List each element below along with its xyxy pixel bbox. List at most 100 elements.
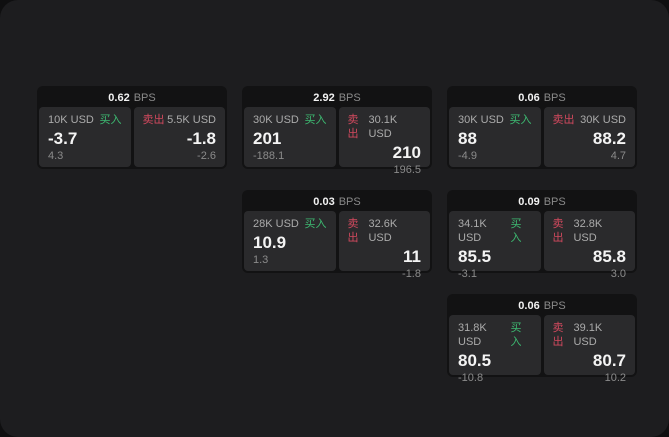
sell-price: 85.8 xyxy=(592,247,626,266)
sell-panel[interactable]: 卖出 30K USD 88.2 4.7 xyxy=(543,107,635,167)
sell-panel[interactable]: 卖出 30.1K USD 210 196.5 xyxy=(338,107,430,176)
spread-unit: BPS xyxy=(338,195,361,208)
buy-sub-value: -3.1 xyxy=(458,268,477,280)
quote-card: 0.62 BPS 10K USD 买入 -3.7 4.3 卖出 5.5K USD xyxy=(37,86,227,169)
sell-price: 210 xyxy=(392,143,421,162)
buy-sub-value: 4.3 xyxy=(48,150,64,162)
buy-meta-row: 34.1K USD 买入 xyxy=(458,217,532,245)
quote-card: 0.09 BPS 34.1K USD 买入 85.5 -3.1 卖出 32.8K… xyxy=(447,190,637,280)
sell-price: -1.8 xyxy=(186,129,216,148)
sell-label: 卖出 xyxy=(347,114,359,140)
buy-size: 30K USD xyxy=(253,114,299,126)
sell-label: 卖出 xyxy=(347,218,359,244)
spread-value: 0.09 xyxy=(518,195,540,208)
buy-size: 10K USD xyxy=(48,114,94,126)
sell-meta-row: 卖出 30.1K USD xyxy=(348,113,422,141)
buy-sub-value: 1.3 xyxy=(253,254,269,266)
sell-label: 卖出 xyxy=(552,322,564,348)
buy-panel[interactable]: 30K USD 买入 88 -4.9 xyxy=(449,107,541,167)
buy-price: 88 xyxy=(458,129,477,148)
sell-meta-row: 卖出 32.8K USD xyxy=(553,217,627,245)
buy-label: 买入 xyxy=(304,218,327,230)
buy-size: 30K USD xyxy=(458,114,504,126)
sell-label: 卖出 xyxy=(552,114,575,126)
sell-meta-row: 卖出 30K USD xyxy=(553,113,627,127)
sell-panel[interactable]: 卖出 39.1K USD 80.7 10.2 xyxy=(543,315,635,384)
buy-label: 买入 xyxy=(304,114,327,126)
buy-meta-row: 28K USD 买入 xyxy=(253,217,327,231)
sell-price: 80.7 xyxy=(592,351,626,370)
buy-label: 买入 xyxy=(510,322,522,348)
buy-sub-value: -4.9 xyxy=(458,150,477,162)
quote-panels: 34.1K USD 买入 85.5 -3.1 卖出 32.8K USD 85.8… xyxy=(449,211,635,280)
sell-panel[interactable]: 卖出 32.8K USD 85.8 3.0 xyxy=(543,211,635,280)
sell-label: 卖出 xyxy=(552,218,564,244)
buy-sub-value: -188.1 xyxy=(253,150,285,162)
buy-sub-value: -10.8 xyxy=(458,372,484,384)
buy-panel[interactable]: 28K USD 买入 10.9 1.3 xyxy=(244,211,336,271)
sell-meta-row: 卖出 5.5K USD xyxy=(143,113,217,127)
sell-size: 5.5K USD xyxy=(167,114,216,126)
buy-price: -3.7 xyxy=(48,129,78,148)
sell-price: 11 xyxy=(403,247,421,266)
spread-unit: BPS xyxy=(543,91,566,104)
quote-panels: 30K USD 买入 88 -4.9 卖出 30K USD 88.2 4.7 xyxy=(449,107,635,167)
sell-sub-value: -1.8 xyxy=(402,268,421,280)
sell-price: 88.2 xyxy=(592,129,626,148)
buy-meta-row: 30K USD 买入 xyxy=(253,113,327,127)
buy-price: 201 xyxy=(253,129,282,148)
buy-label: 买入 xyxy=(509,114,532,126)
buy-meta-row: 10K USD 买入 xyxy=(48,113,122,127)
sell-sub-value: 3.0 xyxy=(610,268,626,280)
buy-panel[interactable]: 31.8K USD 买入 80.5 -10.8 xyxy=(449,315,541,384)
spread-unit: BPS xyxy=(543,195,566,208)
buy-label: 买入 xyxy=(510,218,522,244)
buy-size: 31.8K USD xyxy=(458,322,487,348)
buy-size: 34.1K USD xyxy=(458,218,487,244)
sell-size: 39.1K USD xyxy=(573,322,603,348)
spread-value: 2.92 xyxy=(313,91,335,104)
buy-label: 买入 xyxy=(99,114,122,126)
buy-panel[interactable]: 34.1K USD 买入 85.5 -3.1 xyxy=(449,211,541,280)
spread-value: 0.06 xyxy=(518,91,540,104)
quote-cards-grid: 0.62 BPS 10K USD 买入 -3.7 4.3 卖出 5.5K USD xyxy=(37,86,637,384)
quote-panels: 10K USD 买入 -3.7 4.3 卖出 5.5K USD -1.8 -2.… xyxy=(39,107,225,167)
sell-panel[interactable]: 卖出 32.6K USD 11 -1.8 xyxy=(338,211,430,280)
sell-sub-value: 10.2 xyxy=(604,372,626,384)
spread-header: 0.62 BPS xyxy=(39,88,225,107)
spread-value: 0.62 xyxy=(108,91,130,104)
sell-sub-value: 196.5 xyxy=(393,164,421,176)
spread-unit: BPS xyxy=(338,91,361,104)
buy-meta-row: 30K USD 买入 xyxy=(458,113,532,127)
sell-size: 32.6K USD xyxy=(368,218,398,244)
spread-value: 0.06 xyxy=(518,299,540,312)
spread-header: 0.06 BPS xyxy=(449,296,635,315)
quote-panels: 30K USD 买入 201 -188.1 卖出 30.1K USD 210 1… xyxy=(244,107,430,176)
sell-size: 32.8K USD xyxy=(573,218,603,244)
spread-unit: BPS xyxy=(133,91,156,104)
spread-header: 2.92 BPS xyxy=(244,88,430,107)
quote-panels: 31.8K USD 买入 80.5 -10.8 卖出 39.1K USD 80.… xyxy=(449,315,635,384)
quote-card: 0.03 BPS 28K USD 买入 10.9 1.3 卖出 32.6K US… xyxy=(242,190,432,280)
quote-card: 0.06 BPS 31.8K USD 买入 80.5 -10.8 卖出 39.1… xyxy=(447,294,637,384)
sell-size: 30K USD xyxy=(580,114,626,126)
quote-card: 2.92 BPS 30K USD 买入 201 -188.1 卖出 30.1K … xyxy=(242,86,432,176)
sell-sub-value: -2.6 xyxy=(197,150,216,162)
buy-meta-row: 31.8K USD 买入 xyxy=(458,321,532,349)
buy-price: 85.5 xyxy=(458,247,492,266)
spread-header: 0.03 BPS xyxy=(244,192,430,211)
quote-card: 0.06 BPS 30K USD 买入 88 -4.9 卖出 30K USD xyxy=(447,86,637,169)
sell-label: 卖出 xyxy=(142,114,165,126)
sell-size: 30.1K USD xyxy=(368,114,398,140)
quote-panels: 28K USD 买入 10.9 1.3 卖出 32.6K USD 11 -1.8 xyxy=(244,211,430,280)
buy-panel[interactable]: 30K USD 买入 201 -188.1 xyxy=(244,107,336,167)
buy-price: 10.9 xyxy=(253,233,287,252)
sell-meta-row: 卖出 39.1K USD xyxy=(553,321,627,349)
sell-meta-row: 卖出 32.6K USD xyxy=(348,217,422,245)
spread-unit: BPS xyxy=(543,299,566,312)
sell-panel[interactable]: 卖出 5.5K USD -1.8 -2.6 xyxy=(133,107,225,167)
buy-panel[interactable]: 10K USD 买入 -3.7 4.3 xyxy=(39,107,131,167)
spread-value: 0.03 xyxy=(313,195,335,208)
buy-price: 80.5 xyxy=(458,351,492,370)
